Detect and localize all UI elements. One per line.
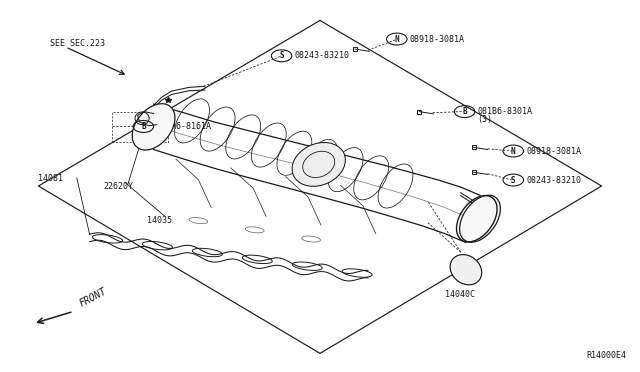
Text: 08918-3081A: 08918-3081A <box>410 35 465 44</box>
Ellipse shape <box>460 195 500 242</box>
Text: B: B <box>141 122 146 131</box>
Text: N: N <box>394 35 399 44</box>
Ellipse shape <box>450 254 482 285</box>
Text: (3): (3) <box>477 115 492 124</box>
Text: 081A6-8161A: 081A6-8161A <box>156 122 211 131</box>
Text: 14035: 14035 <box>147 216 172 225</box>
Ellipse shape <box>132 104 175 150</box>
Text: 08918-3081A: 08918-3081A <box>526 147 581 155</box>
Text: FRONT: FRONT <box>78 286 109 309</box>
Text: S: S <box>279 51 284 60</box>
Text: R14000E4: R14000E4 <box>586 351 626 360</box>
Text: SEE SEC.223: SEE SEC.223 <box>50 39 105 48</box>
Text: 14040C: 14040C <box>445 290 474 299</box>
Text: 22620Y: 22620Y <box>104 182 134 190</box>
Text: S: S <box>511 176 516 185</box>
Text: 08243-83210: 08243-83210 <box>526 176 581 185</box>
Ellipse shape <box>292 142 346 186</box>
Text: 14081: 14081 <box>38 174 63 183</box>
Text: N: N <box>511 147 516 155</box>
Text: (2): (2) <box>156 129 171 138</box>
Text: 08243-83210: 08243-83210 <box>294 51 349 60</box>
Text: B: B <box>462 107 467 116</box>
Text: 081B6-8301A: 081B6-8301A <box>477 107 532 116</box>
